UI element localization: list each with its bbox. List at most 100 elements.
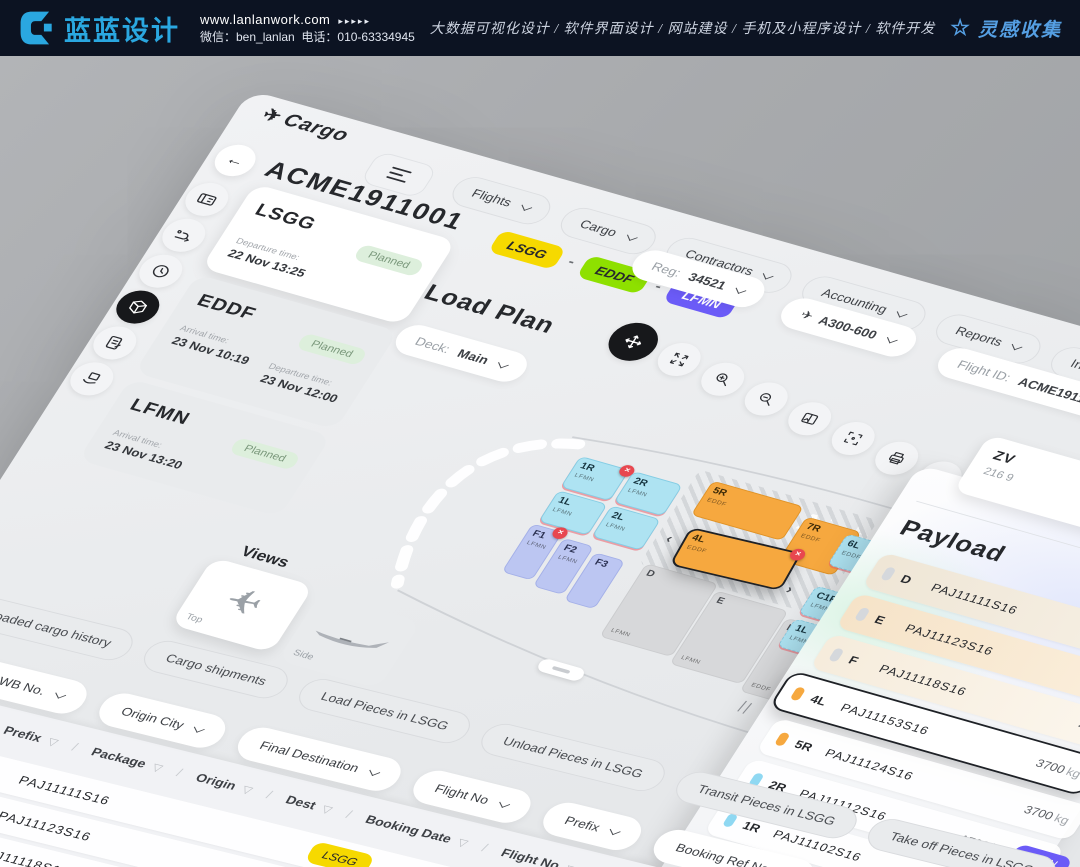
flight-id-label: Flight ID:: [954, 357, 1014, 385]
chevron-down-icon: [498, 798, 510, 808]
nav-item-label: Flights: [469, 186, 515, 210]
position-id: 5R: [710, 485, 730, 499]
star-icon: ☆: [950, 15, 972, 40]
aircraft-value: A300-600: [816, 313, 880, 342]
cell-prefix: [0, 760, 20, 779]
back-arrow-icon: ←: [222, 150, 249, 170]
plane-side-view-icon: [315, 630, 390, 648]
plane-top-view-icon: ✈: [218, 581, 270, 624]
position-id: 7R: [804, 521, 824, 535]
cargo-app-window: ✈Cargo Flights Cargo Contractors Account…: [0, 90, 1080, 867]
position-id: 1L: [556, 494, 574, 508]
position-id: E: [714, 595, 727, 607]
chevron-down-icon: [896, 308, 908, 318]
position-offload: [591, 568, 610, 573]
print-icon[interactable]: [867, 437, 926, 480]
position-id: 6L: [844, 538, 863, 552]
chevron-down-icon: [368, 766, 380, 776]
drag-dot[interactable]: [880, 566, 897, 582]
brand-name: 蓝蓝设计: [64, 15, 180, 46]
filter-funnel-icon[interactable]: ▽: [563, 862, 578, 867]
payload-code: PAJ11153S16: [838, 700, 933, 737]
handover-icon[interactable]: [62, 357, 121, 400]
reg-label: Reg:: [649, 259, 684, 280]
payload-code: PAJ11111S16: [928, 580, 1022, 617]
brand-logo: 蓝蓝设计: [18, 9, 180, 48]
zoom-in-icon[interactable]: [693, 358, 752, 401]
chevron-down-icon: [763, 270, 774, 280]
gallery-icon[interactable]: [780, 397, 839, 440]
paper-plane-icon: ✈: [798, 307, 817, 323]
deck-value: Main: [454, 346, 492, 367]
package-icon-active[interactable]: [108, 286, 167, 329]
chevron-down-icon: [886, 334, 898, 343]
payload-position: F: [846, 653, 862, 667]
services-list: 大数据可视化设计 / 软件界面设计 / 网站建设 / 手机及小程序设计 / 软件…: [429, 22, 936, 37]
payload-position: 5R: [792, 737, 816, 754]
drag-dot[interactable]: [828, 647, 845, 663]
stop-code: LFMN: [126, 395, 194, 429]
nav-item-label: Reports: [952, 324, 1006, 349]
filter-label: Origin City: [118, 704, 187, 732]
position-id: 1R: [578, 460, 597, 474]
chevron-down-icon: [626, 231, 638, 241]
move-icon[interactable]: [599, 317, 667, 366]
drag-dot[interactable]: [789, 686, 807, 702]
position-offload: LFMN: [525, 539, 548, 551]
filter-label: AWB No.: [0, 672, 48, 698]
payload-position: 4L: [807, 691, 830, 708]
manifest-icon[interactable]: [85, 321, 144, 364]
position-id: D: [644, 567, 658, 580]
wechat-label: 微信：ben_lanlan: [200, 29, 295, 44]
position-offload: LFMN: [609, 627, 632, 639]
position-id: F1: [530, 528, 548, 541]
collect-label: 灵感收集: [977, 19, 1062, 41]
filter-label: Flight No: [432, 781, 492, 807]
chevron-down-icon: [609, 826, 621, 836]
stop-code: EDDF: [193, 290, 260, 324]
position-id: 2R: [631, 475, 651, 489]
position-offload: LFMN: [551, 506, 574, 518]
phone-label: 电话：010-63334945: [301, 29, 415, 44]
nav-item-label: Cargo: [577, 217, 620, 240]
chevron-down-icon: [193, 723, 205, 733]
filter-label: Prefix: [562, 813, 603, 834]
view-label: Side: [291, 648, 316, 663]
website-link[interactable]: www.lanlanwork.com: [200, 12, 331, 28]
position-id: 1L: [792, 623, 811, 636]
zoom-out-icon[interactable]: [737, 378, 796, 420]
payload-position: E: [872, 612, 889, 627]
chevron-down-icon: [55, 689, 67, 699]
left-rail: [62, 90, 1080, 430]
payload-weight: 3700: [1021, 802, 1057, 822]
position-offload: EDDF: [685, 544, 708, 555]
position-id: F3: [592, 557, 611, 570]
lanlan-logo-icon: [20, 11, 52, 45]
payload-weight: 4800: [1075, 718, 1080, 738]
showcase-stage: ✈Cargo Flights Cargo Contractors Account…: [0, 56, 1080, 867]
chevron-down-icon: [521, 202, 533, 211]
boarding-pass-icon[interactable]: [177, 178, 236, 221]
position-offload: LFMN: [679, 654, 702, 666]
drag-dot[interactable]: [854, 606, 871, 622]
route-separator: -: [564, 254, 579, 270]
promo-banner: 蓝蓝设计 www.lanlanwork.com ▸▸▸▸▸ 微信：ben_lanl…: [0, 0, 1080, 56]
position-offload: LFMN: [604, 521, 627, 533]
position-id: 2L: [609, 510, 627, 523]
expand-icon[interactable]: [650, 338, 709, 381]
payload-position: D: [898, 571, 915, 587]
stop-code: LSGG: [251, 200, 320, 235]
arrows-decoration: ▸▸▸▸▸: [338, 16, 371, 27]
clock-icon[interactable]: [131, 250, 190, 293]
view-side-card[interactable]: Side: [277, 593, 422, 689]
position-offload: EDDF: [749, 681, 772, 693]
inspiration-collect[interactable]: ☆ 灵感收集: [950, 15, 1062, 42]
position-id: 4L: [689, 532, 708, 545]
position-offload: LFMN: [626, 487, 649, 498]
route-icon[interactable]: [154, 214, 213, 257]
drag-dot[interactable]: [774, 731, 791, 747]
frame-icon[interactable]: [824, 417, 883, 460]
position-offload: LFMN: [556, 553, 579, 565]
payload-code: PAJ11118S16: [876, 661, 970, 698]
chevron-down-icon: [1012, 341, 1023, 351]
